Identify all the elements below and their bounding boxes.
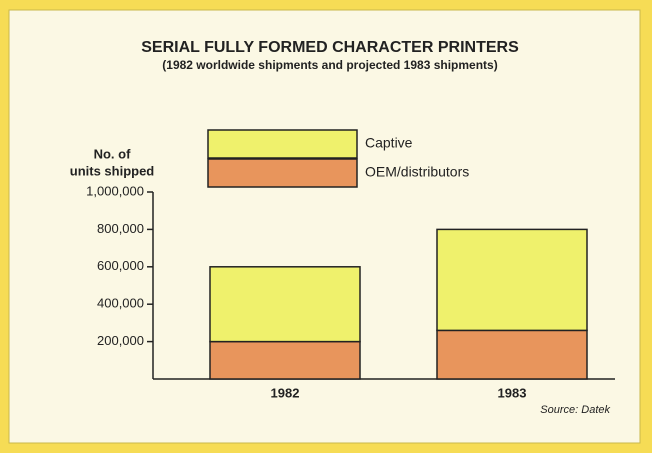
bar-segment bbox=[209, 340, 361, 380]
y-tick-label: 200,000 bbox=[97, 333, 144, 348]
legend-swatch bbox=[207, 158, 358, 188]
y-tick-label: 400,000 bbox=[97, 296, 144, 311]
y-axis-label: No. of bbox=[94, 146, 131, 161]
legend-label: OEM/distributors bbox=[365, 164, 469, 180]
y-axis-label: units shipped bbox=[70, 163, 155, 178]
bar-segment bbox=[436, 329, 588, 380]
bar-segment bbox=[209, 266, 361, 343]
legend-swatch bbox=[207, 129, 358, 159]
legend-label: Captive bbox=[365, 135, 413, 151]
x-tick-label: 1982 bbox=[271, 385, 300, 400]
y-tick-label: 800,000 bbox=[97, 221, 144, 236]
chart-title: SERIAL FULLY FORMED CHARACTER PRINTERS bbox=[141, 39, 519, 56]
y-tick-label: 600,000 bbox=[97, 258, 144, 273]
bar-segment bbox=[436, 228, 588, 332]
source: Source: Datek bbox=[540, 404, 610, 416]
y-tick-label: 1,000,000 bbox=[86, 183, 144, 198]
chart-subtitle: (1982 worldwide shipments and projected … bbox=[162, 58, 497, 72]
x-tick-label: 1983 bbox=[498, 385, 527, 400]
